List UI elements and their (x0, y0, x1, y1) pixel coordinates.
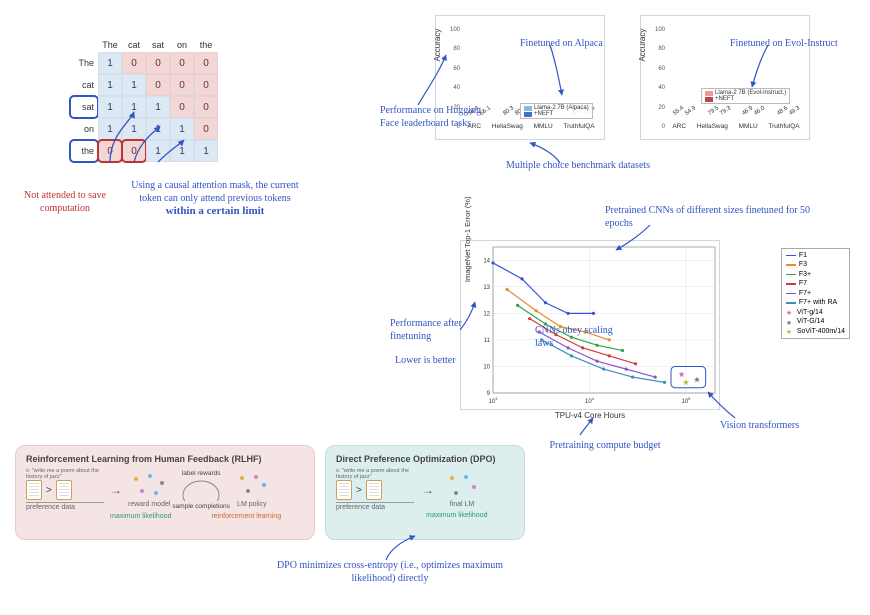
matrix-cell: 1 (146, 96, 170, 118)
annot-dpo: DPO minimizes cross-entropy (i.e., optim… (260, 560, 520, 585)
rl-label: reinforcement learning (211, 513, 281, 520)
svg-text:11: 11 (484, 338, 491, 344)
sheet-icon (366, 480, 382, 500)
svg-text:12: 12 (483, 311, 490, 317)
annot-causal-mask-bold: within a certain limit (166, 205, 265, 217)
matrix-cell: 0 (122, 140, 146, 162)
matrix-cell: 0 (170, 74, 194, 96)
bc-evol-legend: Llama-2 7B (Evol-Instruct.)+NEFT (701, 88, 790, 104)
attention-matrix: Thecatsatonthe The10000cat11000sat11100o… (70, 40, 290, 162)
matrix-cell: 0 (170, 52, 194, 74)
sample-completions: sample completions (172, 503, 229, 510)
svg-text:9: 9 (487, 391, 491, 397)
svg-text:105: 105 (681, 396, 691, 405)
row-label: the (70, 140, 98, 162)
lc-legend: F1F3F3+F7F7+F7+ with RA★ViT-g/14★ViT-G/1… (781, 248, 850, 339)
matrix-cell: 1 (98, 52, 122, 74)
matrix-cell: 0 (194, 118, 218, 140)
row-label: sat (70, 96, 98, 118)
annot-perf-after: Performance after finetuning (390, 318, 480, 343)
row-label: cat (70, 74, 98, 96)
svg-text:104: 104 (585, 396, 595, 405)
max-likelihood-1: maximum likelihood (110, 513, 171, 520)
svg-text:13: 13 (483, 285, 490, 291)
matrix-cell: 0 (194, 74, 218, 96)
annot-lower-better: Lower is better (395, 355, 485, 368)
barchart-evol: Accuracy 020406080100 55.454.979.579.346… (640, 15, 810, 140)
matrix-cell: 0 (146, 74, 170, 96)
svg-text:103: 103 (489, 396, 499, 405)
matrix-cell: 1 (98, 96, 122, 118)
annot-pretrained-cnns: Pretrained CNNs of different sizes finet… (605, 205, 835, 230)
matrix-cell: 1 (170, 118, 194, 140)
annot-ft-evol: Finetuned on Evol-Instruct (730, 38, 860, 51)
reward-model-dots (128, 471, 168, 501)
sheet-icon (336, 480, 352, 500)
annot-causal-mask-text: Using a causal attention mask, the curre… (131, 180, 298, 204)
annot-vit: Vision transformers (720, 420, 840, 433)
row-label: The (70, 52, 98, 74)
matrix-cell: 0 (170, 96, 194, 118)
lc-ylabel: ImageNet Top-1 Error (%) (463, 196, 472, 282)
matrix-cell: 0 (194, 52, 218, 74)
matrix-cell: 0 (194, 96, 218, 118)
annot-perf-hf: Performance on Hugging Face leaderboard … (380, 105, 490, 130)
lm-policy-dots (232, 471, 272, 501)
final-lm-label: final LM (442, 501, 482, 508)
annot-not-attended: Not attended to save computation (20, 190, 110, 215)
matrix-cell: 1 (98, 118, 122, 140)
matrix-cell: 1 (122, 118, 146, 140)
arrow-icon: → (422, 483, 434, 497)
sheet-icon (26, 480, 42, 500)
final-lm-dots (442, 471, 482, 501)
svg-text:14: 14 (483, 258, 490, 264)
matrix-cell: 1 (122, 74, 146, 96)
matrix-cell: 1 (122, 96, 146, 118)
annot-mc-datasets: Multiple choice benchmark datasets (478, 160, 678, 173)
max-likelihood-2: maximum likelihood (426, 512, 514, 519)
lc-xlabel: TPU-v4 Core Hours (460, 411, 720, 420)
arrow-icon: → (110, 483, 122, 497)
matrix-cell: 1 (146, 140, 170, 162)
rlhf-prompt: x: "write me a poem about the history of… (26, 468, 104, 480)
dpo-prefdata: preference data (336, 502, 414, 511)
row-label: on (70, 118, 98, 140)
sheet-icon (56, 480, 72, 500)
annot-scaling: CNNs obey scaling laws (535, 325, 615, 350)
matrix-cell: 1 (170, 140, 194, 162)
rlhf-prefdata: preference data (26, 502, 104, 511)
reward-model-label: reward model (128, 501, 170, 508)
annot-ft-alpaca: Finetuned on Alpaca (520, 38, 620, 51)
rlhf-title: Reinforcement Learning from Human Feedba… (26, 454, 304, 464)
annot-pretrain-budget: Pretraining compute budget (520, 440, 690, 453)
matrix-cell: 0 (98, 140, 122, 162)
annot-causal-mask: Using a causal attention mask, the curre… (120, 180, 310, 219)
panel-rlhf: Reinforcement Learning from Human Feedba… (15, 445, 315, 540)
dpo-prompt: x: "write me a poem about the history of… (336, 468, 414, 480)
matrix-cell: 1 (146, 118, 170, 140)
lm-policy-label: LM policy (232, 501, 272, 508)
matrix-cell: 1 (98, 74, 122, 96)
dpo-title: Direct Preference Optimization (DPO) (336, 454, 514, 464)
panel-dpo: Direct Preference Optimization (DPO) x: … (325, 445, 525, 540)
matrix-cell: 1 (194, 140, 218, 162)
bc-alpaca-legend: Llama-2 7B (Alpaca)+NEFT (520, 103, 593, 119)
label-rewards: label rewards (172, 470, 229, 477)
matrix-cell: 0 (146, 52, 170, 74)
matrix-cell: 0 (122, 52, 146, 74)
